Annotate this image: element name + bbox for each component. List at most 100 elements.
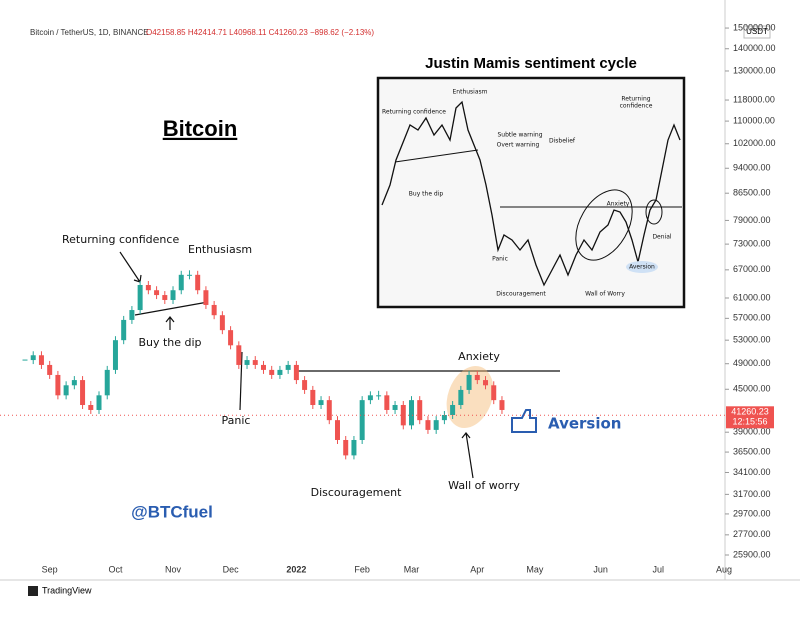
candle <box>433 420 439 430</box>
candle <box>170 290 176 300</box>
candle <box>129 310 135 320</box>
candle <box>96 395 102 410</box>
x-tick-label: May <box>526 564 544 574</box>
candle <box>359 400 365 440</box>
hand-icon <box>511 409 537 433</box>
y-tick-label: 29700.00 <box>733 508 771 518</box>
candle <box>351 439 357 456</box>
annotation: Enthusiasm <box>188 243 252 256</box>
candle <box>376 395 382 397</box>
y-tick-label: 73000.00 <box>733 238 771 248</box>
footer: TradingView <box>42 585 92 595</box>
y-tick-label: 57000.00 <box>733 313 771 323</box>
annotation-lines <box>119 251 560 479</box>
candle <box>154 290 160 296</box>
inset-label: confidence <box>620 103 653 110</box>
candle <box>367 395 373 401</box>
y-tick-label: 110000.00 <box>733 115 775 125</box>
candle <box>269 369 275 375</box>
inset-label: Denial <box>652 234 671 241</box>
x-tick-label: Mar <box>404 564 420 574</box>
candle <box>38 355 44 365</box>
unit-box <box>743 25 771 39</box>
inset-title: Justin Mamis sentiment cycle <box>425 55 637 72</box>
candle <box>318 400 324 406</box>
x-tick-label: Jun <box>593 564 608 574</box>
candle <box>63 385 69 396</box>
candle <box>293 364 299 381</box>
candle <box>285 364 291 370</box>
highlight <box>446 366 494 428</box>
x-tick-label: Nov <box>165 564 182 574</box>
inset-curve <box>381 100 681 287</box>
candle <box>30 355 36 361</box>
watermark: @BTCfuel <box>131 502 213 521</box>
y-tick-label: 140000.00 <box>733 43 776 53</box>
y-tick-label: 150000.00 <box>733 22 776 32</box>
title: Bitcoin <box>163 116 238 141</box>
candle <box>409 400 415 426</box>
candle <box>137 285 143 311</box>
candle <box>491 385 497 401</box>
x-tick-label: Jul <box>652 564 664 574</box>
candle <box>47 364 53 375</box>
candle <box>277 369 283 375</box>
candle <box>474 374 480 381</box>
candle <box>195 274 201 291</box>
y-tick-label: 45000.00 <box>733 384 771 394</box>
candle <box>302 380 308 390</box>
candle <box>121 319 127 341</box>
x-tick-label: Dec <box>223 564 240 574</box>
annotation: Anxiety <box>458 350 500 363</box>
candle <box>162 295 168 300</box>
inset-label: Buy the dip <box>409 191 444 198</box>
x-tick-label: Apr <box>470 564 484 574</box>
inset-label: Wall of Worry <box>585 291 625 298</box>
price-tag-countdown: 12:15:56 <box>732 417 767 427</box>
y-tick-label: 36500.00 <box>733 446 771 456</box>
inset-label: Disbelief <box>549 138 576 145</box>
y-tick-label: 39000.00 <box>733 427 771 437</box>
candle <box>71 380 77 386</box>
candle <box>145 285 151 291</box>
candle <box>400 405 406 426</box>
candle <box>499 400 505 410</box>
y-tick-label: 130000.00 <box>733 65 776 75</box>
candle <box>483 380 489 386</box>
candle <box>112 340 118 370</box>
inset-label: Enthusiasm <box>453 89 488 96</box>
candle <box>343 439 349 456</box>
y-tick-label: 67000.00 <box>733 264 771 274</box>
symbol: Bitcoin / TetherUS, 1D, BINANCE <box>30 28 149 37</box>
y-tick-label: 94000.00 <box>733 163 771 173</box>
candle <box>417 400 423 421</box>
candle <box>260 364 266 370</box>
x-tick-label: Sep <box>42 564 58 574</box>
x-tick-label: Aug <box>716 564 732 574</box>
annotation: Discouragement <box>311 486 402 499</box>
y-tick-label: 53000.00 <box>733 335 771 345</box>
inset-label: Discouragement <box>496 291 546 298</box>
x-tick-label: Feb <box>354 564 370 574</box>
y-tick-label: 118000.00 <box>733 94 775 104</box>
candle <box>384 395 390 410</box>
candle <box>252 360 258 365</box>
candle <box>80 380 86 406</box>
y-tick-label: 27700.00 <box>733 529 771 539</box>
inset-label: Aversion <box>629 264 655 271</box>
y-tick-label: 102000.00 <box>733 138 776 148</box>
inset-label: Overt warning <box>497 142 540 149</box>
inset-label: Panic <box>492 256 508 263</box>
candle <box>186 274 192 276</box>
inset-label: Anxiety <box>607 201 630 208</box>
candle <box>425 420 431 430</box>
inset-aversion-bg <box>626 261 658 273</box>
candle <box>219 315 225 331</box>
y-tick-label: 31700.00 <box>733 489 771 499</box>
annotation: Returning confidence <box>62 233 179 246</box>
candle <box>441 415 447 421</box>
candle <box>334 420 340 440</box>
y-tick-label: 49000.00 <box>733 358 771 368</box>
inset-label: Subtle warning <box>497 132 542 139</box>
inset-label: Returning confidence <box>382 109 446 116</box>
